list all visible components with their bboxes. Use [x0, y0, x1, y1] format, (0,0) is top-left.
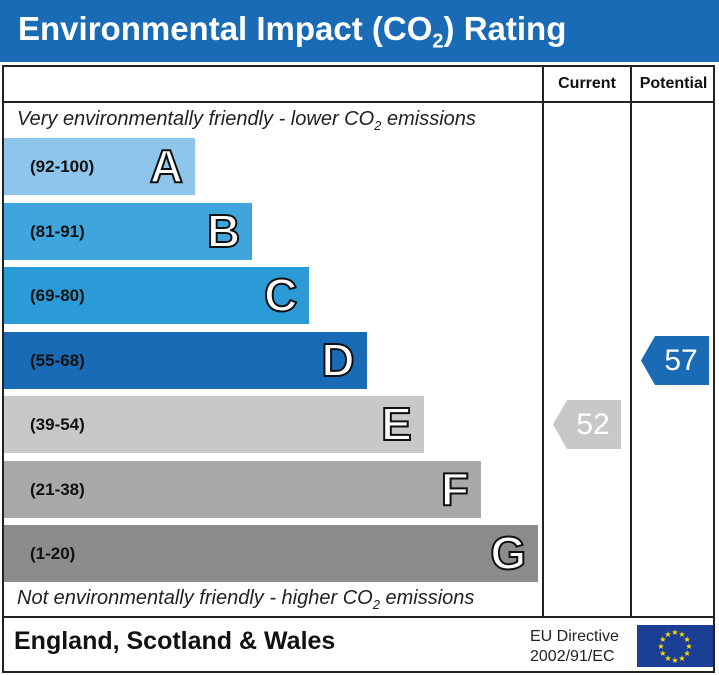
band-letter-label: A: [149, 139, 184, 193]
svg-text:★: ★: [664, 630, 671, 639]
svg-text:★: ★: [685, 642, 692, 651]
page-title: Environmental Impact (CO2) Rating: [18, 10, 567, 53]
potential-arrow-shape: [641, 335, 709, 385]
band-a: (92-100) A: [4, 138, 195, 195]
band-range-label: (21-38): [30, 479, 85, 499]
band-range-label: (55-68): [30, 350, 85, 370]
footer-row-divider: [2, 616, 715, 618]
band-letter-label: G: [489, 526, 527, 580]
band-letter-label: F: [440, 462, 470, 516]
column-divider-current: [542, 65, 544, 618]
directive-line-2: 2002/91/EC: [530, 648, 615, 665]
band-letter-label: D: [320, 333, 355, 387]
rating-frame: [2, 65, 715, 673]
header-bar: Environmental Impact (CO2) Rating: [0, 0, 719, 62]
current-rating-arrow: 52: [553, 400, 621, 449]
footer-region: England, Scotland & Wales: [14, 627, 336, 655]
header-row-divider: [2, 101, 715, 103]
band-b: (81-91) B: [4, 202, 253, 260]
note-bottom: Not environmentally friendly - higher CO…: [17, 587, 475, 612]
note-top: Very environmentally friendly - lower CO…: [17, 108, 476, 133]
band-letter-label: E: [380, 397, 413, 451]
band-range-label: (1-20): [30, 544, 76, 563]
current-rating-value: 52: [576, 408, 610, 441]
column-header-current: Current: [558, 75, 616, 92]
band-d: (55-68) D: [4, 331, 367, 389]
footer-directive: EU Directive 2002/91/EC: [530, 627, 619, 667]
band-c: (69-80) C: [4, 267, 310, 324]
potential-rating-value: 57: [664, 343, 698, 377]
svg-text:★: ★: [659, 649, 666, 658]
svg-text:★: ★: [678, 630, 685, 639]
column-header-potential: Potential: [639, 75, 708, 92]
svg-text:★: ★: [657, 642, 664, 651]
band-f: (21-38) F: [4, 460, 481, 518]
svg-text:★: ★: [664, 654, 671, 663]
svg-text:★: ★: [678, 654, 685, 663]
band-range-label: (92-100): [30, 157, 95, 176]
svg-text:★: ★: [671, 656, 678, 665]
eu-flag-icon: ★ ★ ★ ★ ★ ★ ★ ★ ★ ★ ★ ★: [637, 625, 713, 667]
band-letter-label: C: [263, 268, 298, 322]
band-range-label: (69-80): [30, 286, 85, 305]
band-letter-label: B: [206, 204, 241, 258]
band-e: (39-54) E: [4, 396, 424, 453]
potential-rating-arrow: 57: [641, 335, 709, 385]
svg-text:★: ★: [684, 649, 691, 658]
current-arrow-shape: [553, 400, 621, 449]
svg-text:★: ★: [671, 628, 678, 637]
band-g: (1-20) G: [4, 525, 539, 582]
band-range-label: (39-54): [30, 415, 85, 434]
band-range-label: (81-91): [30, 221, 85, 241]
column-divider-potential: [630, 65, 632, 618]
svg-text:★: ★: [684, 635, 691, 644]
directive-line-1: EU Directive: [530, 628, 619, 645]
svg-text:★: ★: [659, 635, 666, 644]
